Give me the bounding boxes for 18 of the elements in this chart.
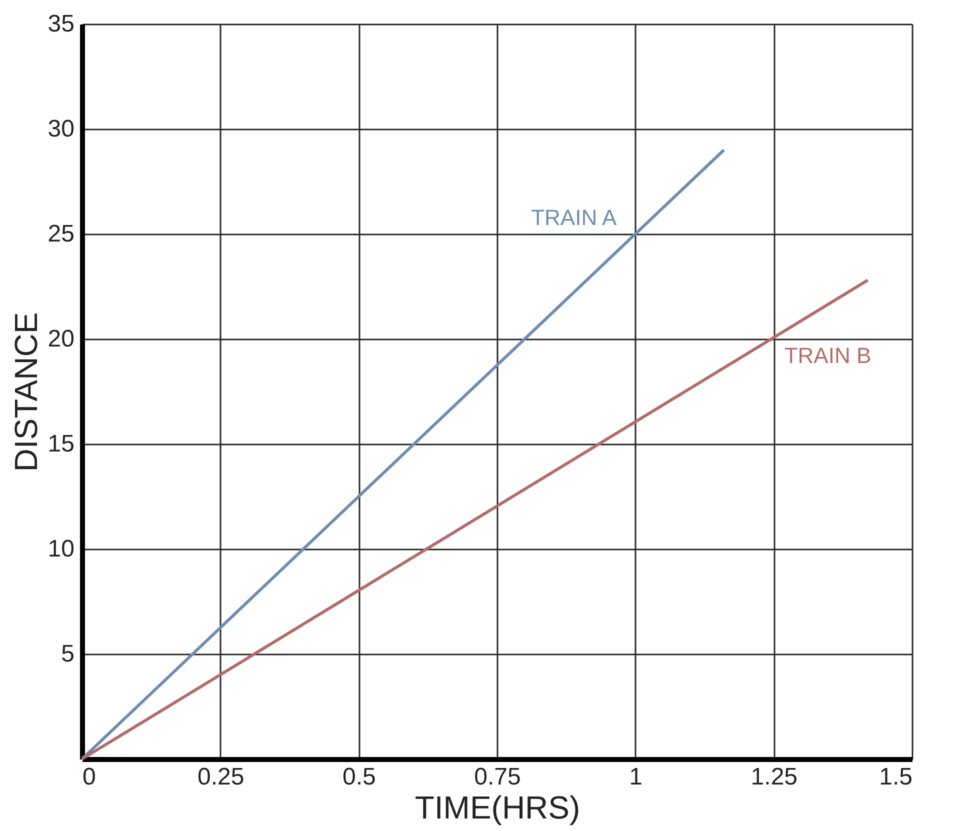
- x-tick-label: 0.25: [197, 764, 244, 790]
- y-tick-label: 10: [48, 536, 74, 562]
- y-tick-label: 30: [48, 116, 74, 142]
- series-label: TRAIN B: [784, 343, 872, 368]
- x-tick-label: 1: [629, 764, 643, 790]
- y-axis-title: DISTANCE: [8, 312, 44, 472]
- y-tick-label: 35: [48, 10, 74, 38]
- x-tick-label: 1.5: [879, 764, 912, 790]
- y-tick-label: 15: [48, 430, 74, 458]
- x-tick-label: 0.75: [474, 764, 521, 790]
- y-tick-label: 25: [48, 220, 74, 248]
- x-tick-label: 1.25: [750, 764, 798, 790]
- y-tick-label: 5: [61, 640, 74, 668]
- series-label: TRAIN A: [531, 205, 617, 230]
- x-tick-label: 0: [82, 764, 96, 790]
- x-tick-label: 0.5: [342, 764, 376, 790]
- x-axis-title: TIME(HRS): [414, 790, 580, 826]
- y-tick-label: 20: [48, 326, 74, 352]
